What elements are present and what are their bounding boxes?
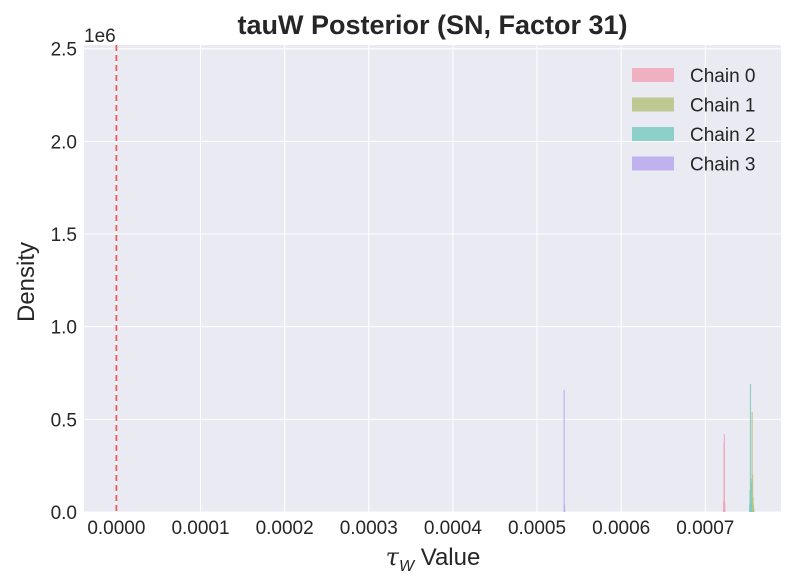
y-axis-ticks: 0.0 0.5 1.0 1.5 2.0 2.5	[51, 40, 77, 524]
y-offset-label: 1e6	[84, 26, 116, 47]
x-axis-label-subscript: W	[398, 557, 415, 575]
y-tick-label-1: 0.5	[51, 410, 77, 431]
x-axis-label: τW Value	[386, 543, 481, 576]
bar-chain-1-3	[751, 474, 754, 512]
x-tick-label-2: 0.0002	[256, 518, 314, 539]
x-tick-label-1: 0.0001	[171, 518, 229, 539]
x-axis-label-symbol: τ	[385, 543, 399, 571]
bar-chain-1-2	[751, 411, 753, 512]
grid-lines	[84, 45, 781, 513]
y-tick-label-5: 2.5	[51, 40, 77, 61]
x-tick-label-0: 0.0000	[87, 518, 145, 539]
bar-chain-0-3	[724, 502, 726, 512]
bar-chain-1-6	[753, 508, 755, 512]
x-tick-label-6: 0.0006	[592, 518, 650, 539]
legend-swatch-chain-2	[632, 127, 674, 141]
y-tick-label-3: 1.5	[51, 225, 77, 246]
bar-chain-2-3	[750, 478, 752, 512]
legend-swatch-chain-0	[632, 68, 674, 82]
bar-chain-3-0	[563, 389, 565, 512]
legend-label-chain-1: Chain 1	[690, 96, 756, 117]
bar-chain-0-2	[723, 434, 725, 512]
bar-chain-1-4	[752, 497, 754, 512]
legend-label-chain-2: Chain 2	[690, 125, 756, 146]
plot-area	[84, 45, 781, 512]
y-tick-label-2: 1.0	[51, 318, 77, 339]
legend-swatch-chain-3	[632, 156, 674, 171]
chart-title: tauW Posterior (SN, Factor 31)	[237, 10, 628, 40]
x-tick-label-4: 0.0004	[424, 518, 483, 539]
y-tick-label-4: 2.0	[51, 132, 77, 153]
bar-chain-2-4	[750, 500, 752, 512]
bar-chain-2-5	[751, 508, 753, 512]
bar-chain-3-1	[563, 504, 566, 512]
x-tick-label-3: 0.0003	[340, 518, 398, 539]
x-tick-label-5: 0.0005	[508, 518, 566, 539]
x-axis-ticks: 0.0000 0.0001 0.0002 0.0003 0.0004 0.0005 0.00…	[87, 518, 734, 539]
legend-label-chain-3: Chain 3	[690, 155, 756, 176]
legend-label-chain-0: Chain 0	[690, 66, 756, 87]
histogram-bars	[563, 384, 755, 512]
legend: Chain 0 Chain 1 Chain 2 Chain 3	[632, 66, 756, 176]
y-tick-label-0: 0.0	[51, 503, 77, 524]
bar-chain-2-2	[749, 384, 752, 512]
x-tick-label-7: 0.0007	[676, 518, 734, 539]
x-axis-label-suffix: Value	[414, 544, 481, 571]
legend-swatch-chain-1	[632, 97, 674, 112]
